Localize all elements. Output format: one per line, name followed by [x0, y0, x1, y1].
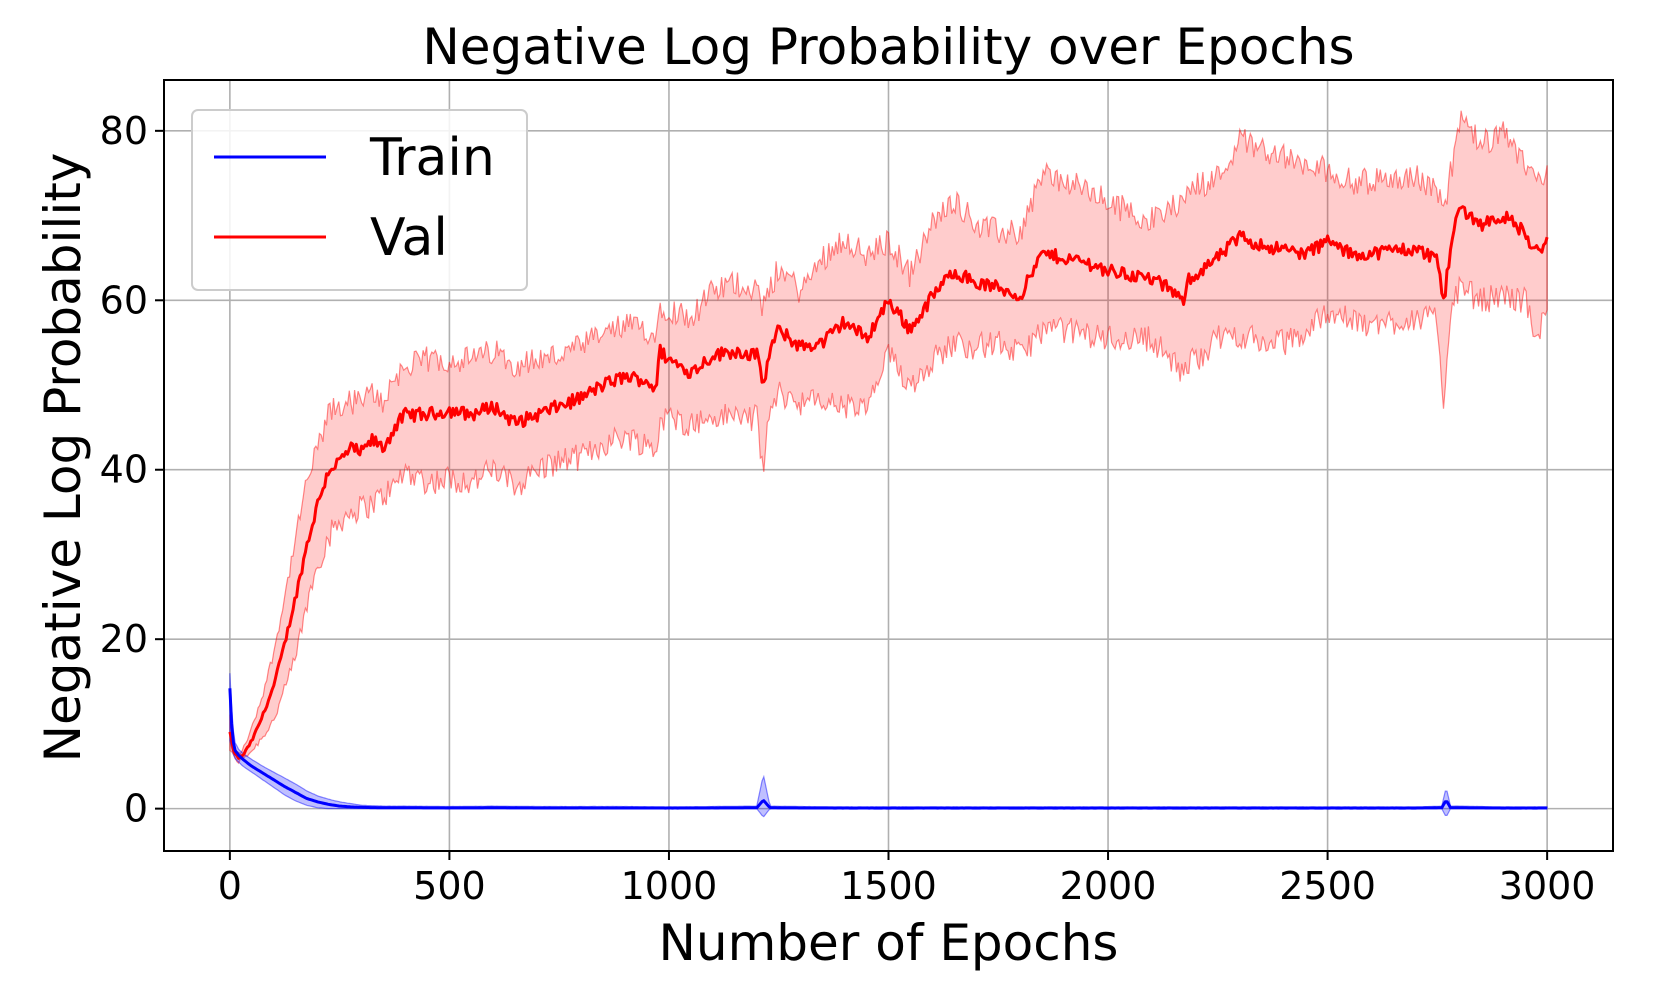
y-tick-label: 80	[100, 109, 148, 153]
x-tick-label: 3000	[1499, 864, 1596, 908]
x-tick-label: 1500	[840, 864, 937, 908]
legend-label-train: Train	[369, 128, 495, 188]
y-tick-label: 0	[124, 787, 148, 831]
band-val	[229, 110, 1548, 765]
x-tick-label: 1000	[621, 864, 718, 908]
legend-box	[191, 109, 528, 291]
x-tick-label: 2500	[1279, 864, 1376, 908]
x-tick-label: 2000	[1060, 864, 1157, 908]
y-tick-label: 40	[100, 448, 148, 492]
y-tick-label: 20	[100, 617, 148, 661]
x-axis-label: Number of Epochs	[659, 914, 1119, 972]
x-tick-label: 0	[218, 864, 242, 908]
series-line-train	[228, 688, 1548, 810]
x-tick-label: 500	[413, 864, 486, 908]
y-tick-label: 60	[100, 278, 148, 322]
y-axis-label: Negative Log Probability	[34, 153, 92, 763]
series-lines	[228, 205, 1549, 810]
chart-title: Negative Log Probability over Epochs	[422, 18, 1354, 76]
legend-label-val: Val	[370, 208, 448, 268]
axis-ticks: 0 500 1000 1500 2000 2500 3000 0 20 40 60 80	[100, 109, 1596, 908]
series-line-val	[228, 205, 1549, 760]
legend: Train Val	[191, 109, 528, 291]
